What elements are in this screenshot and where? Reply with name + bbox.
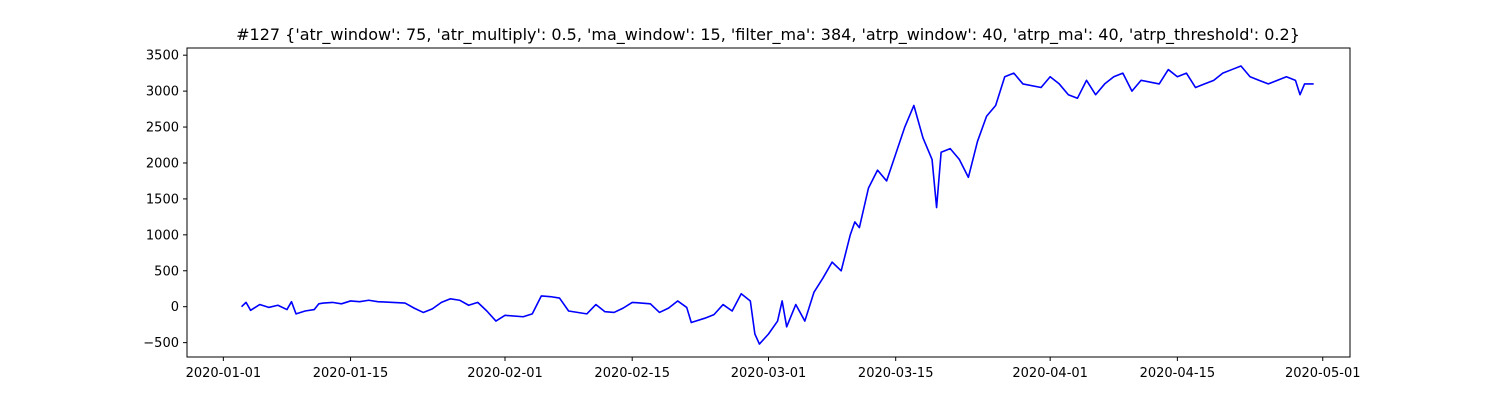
x-axis: 2020-01-01 2020-01-15 2020-02-01 2020-02-15… — [186, 357, 1361, 381]
plot-frame — [186, 47, 1351, 358]
x-tick-label: 2020-02-15 — [594, 366, 670, 381]
y-tick-label: 2500 — [146, 121, 179, 136]
chart-title: #127 {'atr_window': 75, 'atr_multiply': … — [236, 25, 1300, 45]
y-axis: −500 0 500 1000 1500 2000 2500 3000 3500 — [143, 49, 187, 351]
x-tick-label: 2020-03-01 — [731, 366, 807, 381]
y-tick-label: −500 — [143, 336, 179, 351]
plot-area — [240, 65, 1314, 345]
series-line-0 — [240, 65, 1314, 345]
y-tick-label: 1500 — [146, 192, 179, 207]
x-tick-label: 2020-05-01 — [1285, 366, 1361, 381]
y-tick-label: 0 — [171, 300, 179, 315]
y-tick-label: 2000 — [146, 156, 179, 171]
y-tick-label: 3000 — [146, 85, 179, 100]
y-tick-label: 500 — [154, 264, 179, 279]
x-tick-label: 2020-03-15 — [858, 366, 934, 381]
x-tick-label: 2020-02-01 — [467, 366, 543, 381]
y-tick-label: 3500 — [146, 49, 179, 64]
x-tick-label: 2020-01-01 — [186, 366, 262, 381]
y-tick-label: 1000 — [146, 228, 179, 243]
x-tick-label: 2020-04-15 — [1140, 366, 1216, 381]
x-tick-label: 2020-01-15 — [313, 366, 389, 381]
x-tick-label: 2020-04-01 — [1012, 366, 1088, 381]
